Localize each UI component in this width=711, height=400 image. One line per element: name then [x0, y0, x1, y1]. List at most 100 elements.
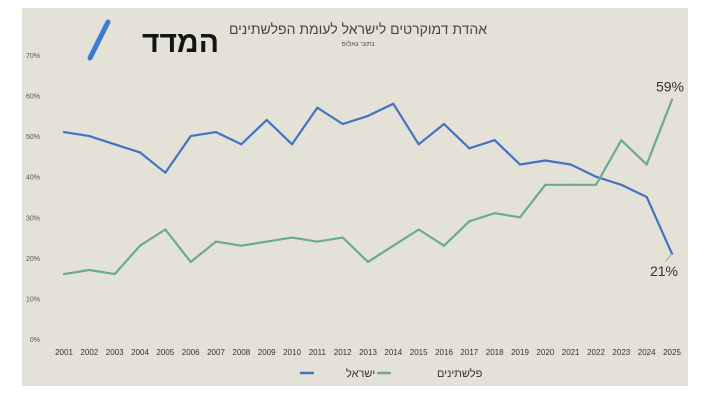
data-point [594, 175, 598, 178]
data-point [442, 244, 446, 247]
data-point [240, 244, 243, 247]
data-point [366, 260, 370, 264]
line-chart: המדד אהדת דמוקרטים לישראל לעומת הפלשתיני… [26, 19, 684, 380]
data-point [544, 183, 547, 186]
x-tick-label: 2014 [384, 348, 402, 357]
data-point [316, 240, 319, 243]
x-tick-label: 2024 [638, 348, 656, 357]
data-point [518, 216, 522, 219]
x-tick-label: 2023 [612, 348, 630, 357]
y-tick-label: 20% [26, 256, 40, 263]
x-tick-label: 2005 [156, 348, 174, 357]
data-point [164, 171, 167, 174]
data-point [645, 163, 648, 166]
data-point [366, 114, 370, 117]
data-label: 59% [656, 79, 684, 95]
plot-lines [62, 98, 674, 276]
y-tick-label: 30% [26, 215, 40, 222]
data-point [594, 183, 598, 186]
x-tick-label: 2022 [587, 348, 605, 357]
data-point [392, 244, 395, 247]
data-point [164, 228, 167, 231]
y-tick-label: 0% [30, 337, 40, 344]
data-point [341, 122, 344, 126]
logo-accent-icon [87, 19, 111, 61]
x-tick-label: 2006 [182, 348, 200, 357]
x-tick-label: 2003 [106, 348, 124, 357]
data-point [620, 139, 623, 142]
y-tick-label: 60% [26, 94, 40, 101]
series-line [63, 99, 674, 276]
data-point [417, 228, 420, 231]
logo: המדד [87, 19, 219, 61]
data-point [189, 135, 192, 138]
data-point [569, 183, 572, 186]
chart-title: אהדת דמוקרטים לישראל לעומת הפלשתינים [229, 21, 487, 37]
y-tick-label: 70% [26, 53, 40, 60]
data-point [316, 106, 319, 109]
logo-text: המדד [142, 26, 219, 59]
data-point [392, 102, 395, 105]
data-point [240, 143, 243, 146]
x-axis: 2001 2002 2003 2004 2005 2006 2007 2008 2009 2010… [55, 348, 681, 357]
annotations: 59% 21% [650, 79, 684, 279]
data-point [290, 143, 294, 146]
x-tick-label: 2010 [283, 348, 301, 357]
data-point [113, 272, 116, 276]
legend-label: ישראל [346, 367, 375, 380]
x-tick-label: 2013 [359, 348, 377, 357]
data-point [341, 236, 344, 239]
x-tick-label: 2008 [232, 348, 250, 357]
data-point [468, 147, 471, 150]
data-point [88, 135, 91, 138]
x-tick-label: 2011 [309, 348, 327, 357]
data-point [290, 236, 294, 239]
data-point [138, 244, 142, 247]
x-tick-label: 2018 [486, 348, 504, 357]
data-point [138, 151, 142, 154]
x-tick-label: 2016 [435, 348, 453, 357]
data-label: 21% [650, 263, 678, 279]
x-tick-label: 2007 [207, 348, 225, 357]
x-tick-label: 2001 [55, 348, 73, 357]
x-tick-label: 2025 [663, 348, 681, 357]
x-tick-label: 2009 [258, 348, 276, 357]
x-tick-label: 2002 [80, 348, 98, 357]
data-point [670, 98, 674, 101]
series-line [63, 102, 674, 255]
x-tick-label: 2015 [410, 348, 428, 357]
data-point [113, 143, 116, 146]
chart-area: המדד אהדת דמוקרטים לישראל לעומת הפלשתיני… [22, 8, 688, 386]
legend-label: פלשתינים [437, 367, 483, 380]
y-axis: 0% 10% 20% 30% 40% 50% 60% 70% [26, 53, 40, 344]
y-tick-label: 40% [26, 175, 40, 182]
y-tick-label: 50% [26, 134, 40, 141]
label-leader-line [665, 253, 673, 262]
legend: ישראל פלשתינים [300, 367, 483, 380]
data-point [417, 143, 420, 146]
data-point [88, 268, 91, 272]
chart-subtitle: נתוני גאלופ [342, 40, 375, 48]
data-point [518, 163, 522, 166]
data-point [189, 260, 192, 264]
x-tick-label: 2019 [511, 348, 529, 357]
data-point [214, 240, 218, 243]
y-tick-label: 10% [26, 296, 40, 303]
data-point [62, 130, 66, 134]
data-point [620, 183, 623, 186]
x-tick-label: 2012 [334, 348, 352, 357]
x-tick-label: 2017 [460, 348, 478, 357]
data-point [265, 118, 268, 122]
data-point [493, 139, 496, 142]
x-tick-label: 2020 [536, 348, 554, 357]
data-point [468, 220, 471, 223]
data-point [442, 122, 446, 126]
data-point [214, 130, 218, 134]
data-point [62, 272, 66, 276]
data-point [544, 159, 547, 162]
data-point [569, 163, 572, 166]
data-point [493, 212, 496, 215]
data-point [265, 240, 268, 243]
data-point [645, 195, 648, 199]
x-tick-label: 2021 [562, 348, 580, 357]
